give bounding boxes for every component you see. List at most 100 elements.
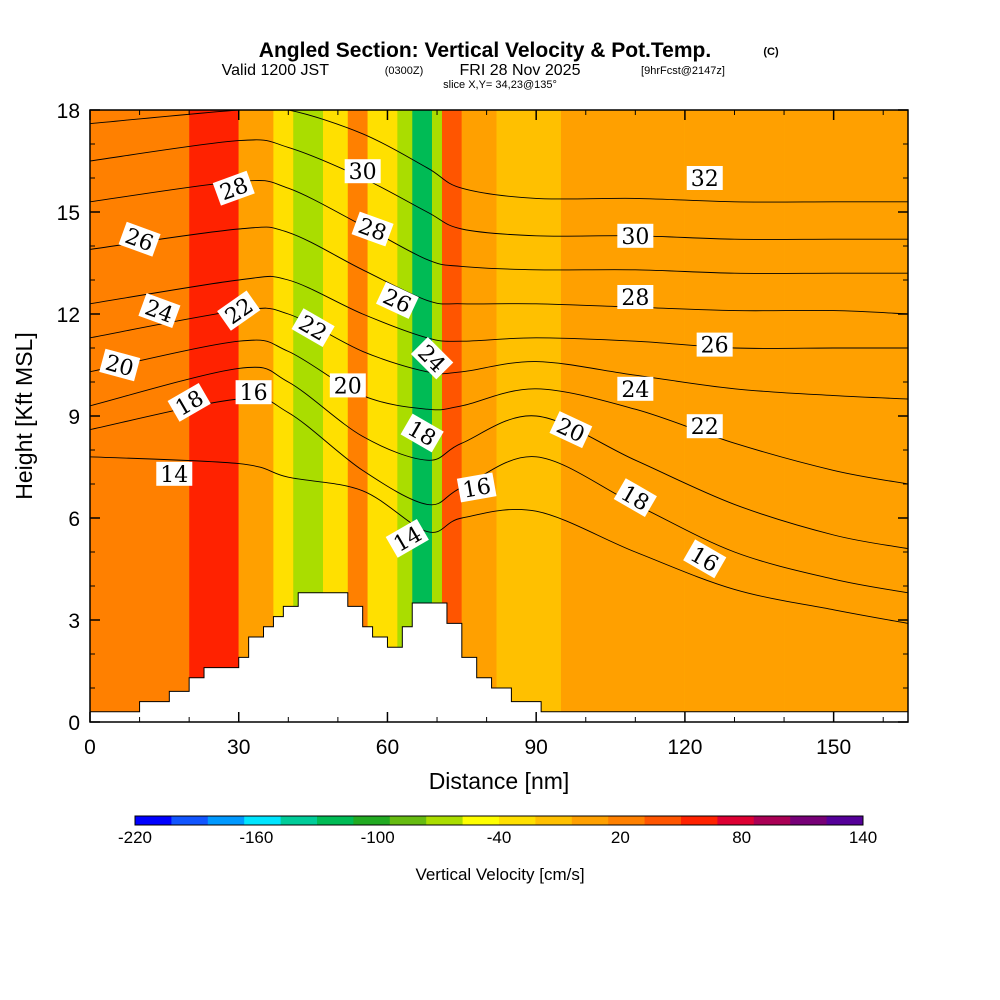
- velocity-band: [412, 110, 433, 722]
- x-axis-label: Distance [nm]: [429, 768, 570, 794]
- contour-label: 20: [99, 348, 141, 382]
- y-tick-label: 6: [68, 508, 80, 531]
- colorbar-swatch: [644, 816, 682, 825]
- colorbar-swatch: [826, 816, 864, 825]
- contour-label: 14: [156, 461, 193, 488]
- x-tick: 120: [667, 110, 702, 759]
- colorbar-ticks: -220 -160 -100 -40 20 80 140: [118, 828, 877, 847]
- terrain: [90, 592, 908, 722]
- velocity-band: [560, 110, 685, 722]
- colorbar-tick-label: 80: [732, 828, 751, 847]
- contour-label: 16: [456, 472, 497, 504]
- x-tick-label: 30: [227, 736, 250, 759]
- velocity-fill: [90, 110, 908, 722]
- colorbar-swatch: [790, 816, 828, 825]
- isotherm-22: [90, 307, 908, 400]
- colorbar-swatch: [535, 816, 573, 825]
- colorbar-swatch: [571, 816, 609, 825]
- y-tick-label: 12: [57, 304, 80, 327]
- y-tick-label: 3: [68, 610, 80, 633]
- svg-text:24: 24: [621, 378, 649, 403]
- x-axis: 0 30 60 90 120 150: [84, 110, 884, 759]
- velocity-band: [347, 110, 368, 722]
- y-tick-label: 18: [57, 100, 80, 123]
- svg-text:20: 20: [334, 374, 362, 399]
- colorbar-label: Vertical Velocity [cm/s]: [415, 865, 584, 884]
- isotherm-18: [90, 366, 908, 550]
- contour-label: 26: [696, 332, 733, 359]
- contour-label: 16: [235, 380, 272, 406]
- y-tick: 0: [68, 712, 908, 735]
- svg-text:32: 32: [691, 167, 719, 192]
- svg-text:16: 16: [461, 474, 493, 503]
- velocity-band: [273, 110, 294, 722]
- velocity-band: [397, 110, 413, 722]
- velocity-band: [238, 110, 274, 722]
- isotherm-30: [90, 139, 908, 240]
- forecast-info: [9hrFcst@2147z]: [641, 65, 725, 77]
- velocity-band: [189, 110, 239, 722]
- valid-date: FRI 28 Nov 2025: [460, 62, 581, 79]
- chart-title: Angled Section: Vertical Velocity & Pot.…: [259, 39, 711, 62]
- svg-text:22: 22: [691, 415, 719, 440]
- svg-text:30: 30: [349, 160, 377, 185]
- contour-label: 32: [686, 166, 723, 192]
- colorbar: [134, 815, 864, 826]
- title-units: (C): [763, 46, 779, 58]
- isotherm-14: [90, 456, 908, 624]
- velocity-band: [441, 110, 462, 722]
- svg-text:16: 16: [240, 381, 268, 406]
- velocity-band: [90, 110, 190, 722]
- colorbar-swatch: [207, 816, 245, 825]
- y-tick-label: 15: [57, 202, 80, 225]
- slice-info: slice X,Y= 34,23@135°: [443, 79, 557, 91]
- x-tick: 150: [816, 110, 851, 759]
- x-tick: 0: [84, 110, 96, 759]
- velocity-band: [367, 110, 398, 722]
- colorbar-swatch: [462, 816, 500, 825]
- colorbar-tick-label: -220: [118, 828, 152, 847]
- colorbar-swatch: [608, 816, 646, 825]
- colorbar-swatch: [753, 816, 791, 825]
- colorbar-tick-label: -100: [361, 828, 395, 847]
- y-tick: 9: [68, 406, 908, 429]
- x-tick: 30: [227, 110, 250, 759]
- svg-text:28: 28: [621, 286, 649, 311]
- colorbar-frame: [134, 815, 864, 826]
- contour-label: 30: [617, 223, 654, 250]
- y-tick: 18: [57, 100, 908, 123]
- colorbar-swatch: [171, 816, 209, 825]
- colorbar-swatch: [389, 816, 427, 825]
- colorbar-swatch: [499, 816, 536, 825]
- colorbar-swatch: [280, 816, 318, 825]
- y-tick: 6: [68, 508, 908, 531]
- x-tick-label: 120: [667, 736, 702, 759]
- colorbar-swatch: [426, 816, 464, 825]
- svg-text:14: 14: [160, 463, 188, 488]
- contour-label: 28: [617, 285, 654, 311]
- colorbar-swatch: [681, 816, 718, 825]
- y-axis: 0 3 6 9 12 15 18: [57, 100, 908, 735]
- x-tick: 60: [376, 110, 399, 759]
- colorbar-tick-label: -40: [487, 828, 512, 847]
- contour-label: 22: [686, 414, 723, 440]
- x-tick-label: 150: [816, 736, 851, 759]
- contour-label: 30: [344, 159, 381, 185]
- x-tick-label: 90: [525, 736, 548, 759]
- colorbar-swatch: [135, 816, 172, 825]
- isotherm-26: [90, 226, 908, 315]
- y-tick: 12: [57, 304, 908, 327]
- colorbar-tick-label: 20: [611, 828, 630, 847]
- valid-time: Valid 1200 JST: [222, 62, 330, 79]
- y-tick: 15: [57, 202, 908, 225]
- isotherm-32: [90, 110, 908, 203]
- isotherm-20: [90, 339, 908, 485]
- contour-label: 24: [617, 376, 654, 403]
- y-tick-label: 9: [68, 406, 80, 429]
- colorbar-swatch: [717, 816, 755, 825]
- colorbar-swatch: [353, 816, 391, 825]
- velocity-band: [432, 110, 442, 722]
- y-tick-label: 0: [68, 712, 80, 735]
- svg-text:30: 30: [621, 225, 649, 250]
- colorbar-swatch: [244, 816, 282, 825]
